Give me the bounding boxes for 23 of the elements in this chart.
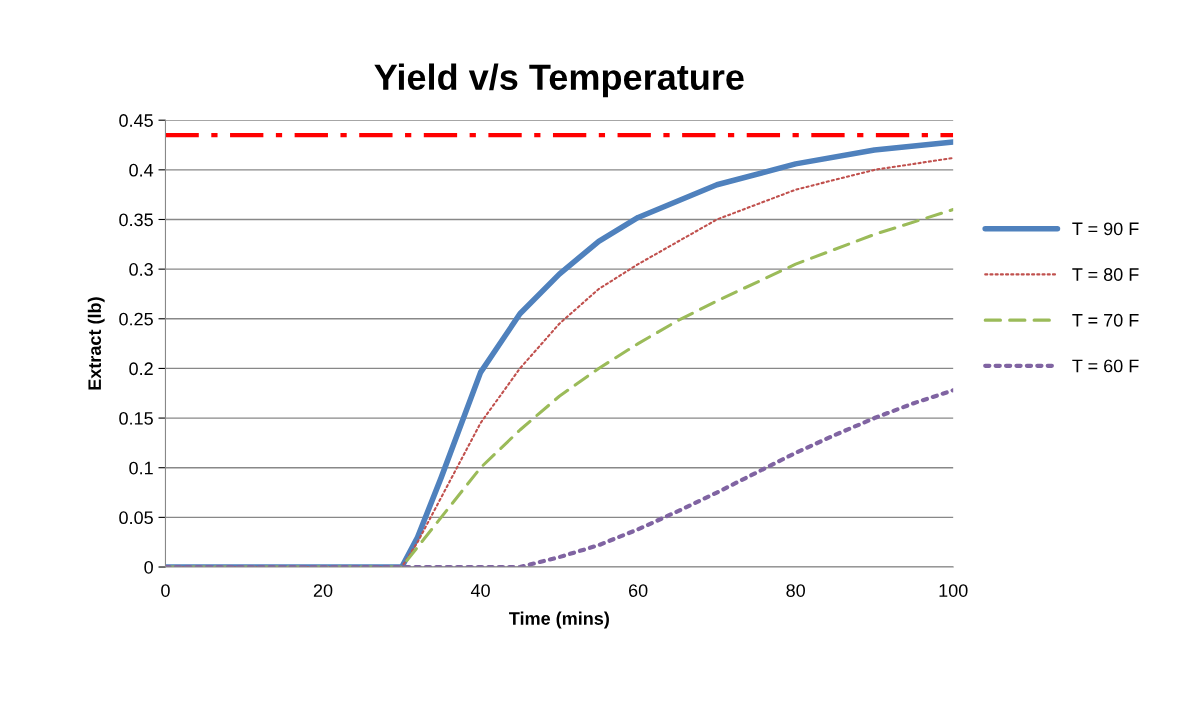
y-tick-label: 0.3	[129, 263, 153, 276]
y-tick-label: 0.25	[119, 312, 153, 326]
x-axis-title: Time (mins)	[509, 611, 609, 629]
y-tick-label: 0.4	[129, 163, 154, 177]
y-tick-label: 0.1	[129, 461, 153, 475]
chart-title: Yield v/s Temperature	[374, 63, 744, 98]
x-tick-label: 20	[313, 584, 333, 597]
legend-label: T = 60 F	[1072, 359, 1139, 373]
x-tick-label: 100	[939, 584, 968, 597]
y-tick-label: 0.45	[119, 114, 153, 127]
y-axis-title: Extract (lb)	[87, 297, 105, 390]
x-tick-label: 40	[470, 584, 490, 597]
legend-label: T = 80 F	[1072, 268, 1139, 281]
legend-label: T = 70 F	[1072, 313, 1139, 327]
y-tick-label: 0.35	[119, 213, 153, 227]
y-tick-label: 0	[144, 560, 153, 574]
y-tick-label: 0.15	[119, 412, 153, 425]
legend-label: T = 90 F	[1072, 222, 1139, 236]
x-tick-label: 80	[786, 584, 805, 597]
x-tick-label: 0	[161, 584, 170, 597]
x-tick-label: 60	[628, 584, 648, 597]
y-tick-label: 0.2	[129, 362, 153, 376]
y-tick-label: 0.05	[119, 511, 153, 525]
